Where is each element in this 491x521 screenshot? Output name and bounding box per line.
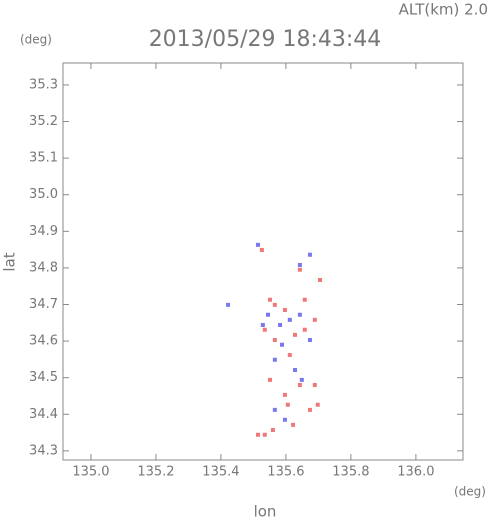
x-tick-label: 135.0 xyxy=(72,465,109,480)
y-tick-label: 34.4 xyxy=(29,407,58,422)
data-point xyxy=(315,402,320,407)
y-tick-label: 34.7 xyxy=(29,297,58,312)
data-point xyxy=(272,302,277,307)
y-tick-label: 34.3 xyxy=(29,443,58,458)
data-point xyxy=(293,367,298,372)
data-point xyxy=(255,242,260,247)
data-point xyxy=(302,297,307,302)
y-tick-label: 34.5 xyxy=(29,370,58,385)
y-axis-label: lat xyxy=(1,252,19,271)
data-point xyxy=(262,432,267,437)
data-point xyxy=(285,402,290,407)
y-tick-label: 35.0 xyxy=(29,187,58,202)
data-point xyxy=(297,312,302,317)
data-point xyxy=(272,357,277,362)
x-tick-label: 135.8 xyxy=(332,465,369,480)
x-tick-label: 135.2 xyxy=(137,465,174,480)
data-point xyxy=(297,382,302,387)
plot-frame xyxy=(62,62,464,461)
data-point xyxy=(266,312,271,317)
data-point xyxy=(260,322,265,327)
y-unit: (deg) xyxy=(20,33,52,47)
y-tick-label: 34.9 xyxy=(29,224,58,239)
x-unit: (deg) xyxy=(454,485,486,499)
data-point xyxy=(282,307,287,312)
data-point xyxy=(297,267,302,272)
data-point xyxy=(282,417,287,422)
data-point xyxy=(272,407,277,412)
data-point xyxy=(291,422,296,427)
data-point xyxy=(255,432,260,437)
data-point xyxy=(297,262,302,267)
data-point xyxy=(302,327,307,332)
data-point xyxy=(307,407,312,412)
y-tick-label: 35.3 xyxy=(29,77,58,92)
x-tick-label: 136.0 xyxy=(397,465,434,480)
chart-title: 2013/05/29 18:43:44 xyxy=(149,27,382,52)
data-point xyxy=(262,327,267,332)
data-point xyxy=(287,317,292,322)
data-point xyxy=(259,247,264,252)
data-point xyxy=(267,297,272,302)
y-tick-label: 34.6 xyxy=(29,334,58,349)
data-point xyxy=(312,382,317,387)
data-point xyxy=(226,302,231,307)
data-point xyxy=(307,337,312,342)
data-point xyxy=(312,317,317,322)
y-tick-label: 35.2 xyxy=(29,114,58,129)
data-point xyxy=(267,377,272,382)
data-point xyxy=(287,352,292,357)
data-point xyxy=(293,332,298,337)
data-point xyxy=(280,342,285,347)
x-axis-label: lon xyxy=(254,503,277,521)
data-point xyxy=(270,427,275,432)
data-point xyxy=(307,252,312,257)
data-point xyxy=(299,377,304,382)
data-point xyxy=(282,392,287,397)
data-point xyxy=(272,337,277,342)
y-tick-label: 34.8 xyxy=(29,260,58,275)
data-point xyxy=(278,322,283,327)
y-tick-label: 35.1 xyxy=(29,151,58,166)
altitude-label: ALT(km) 2.0 xyxy=(399,1,488,19)
data-point xyxy=(318,277,323,282)
x-tick-label: 135.4 xyxy=(202,465,239,480)
x-tick-label: 135.6 xyxy=(267,465,304,480)
